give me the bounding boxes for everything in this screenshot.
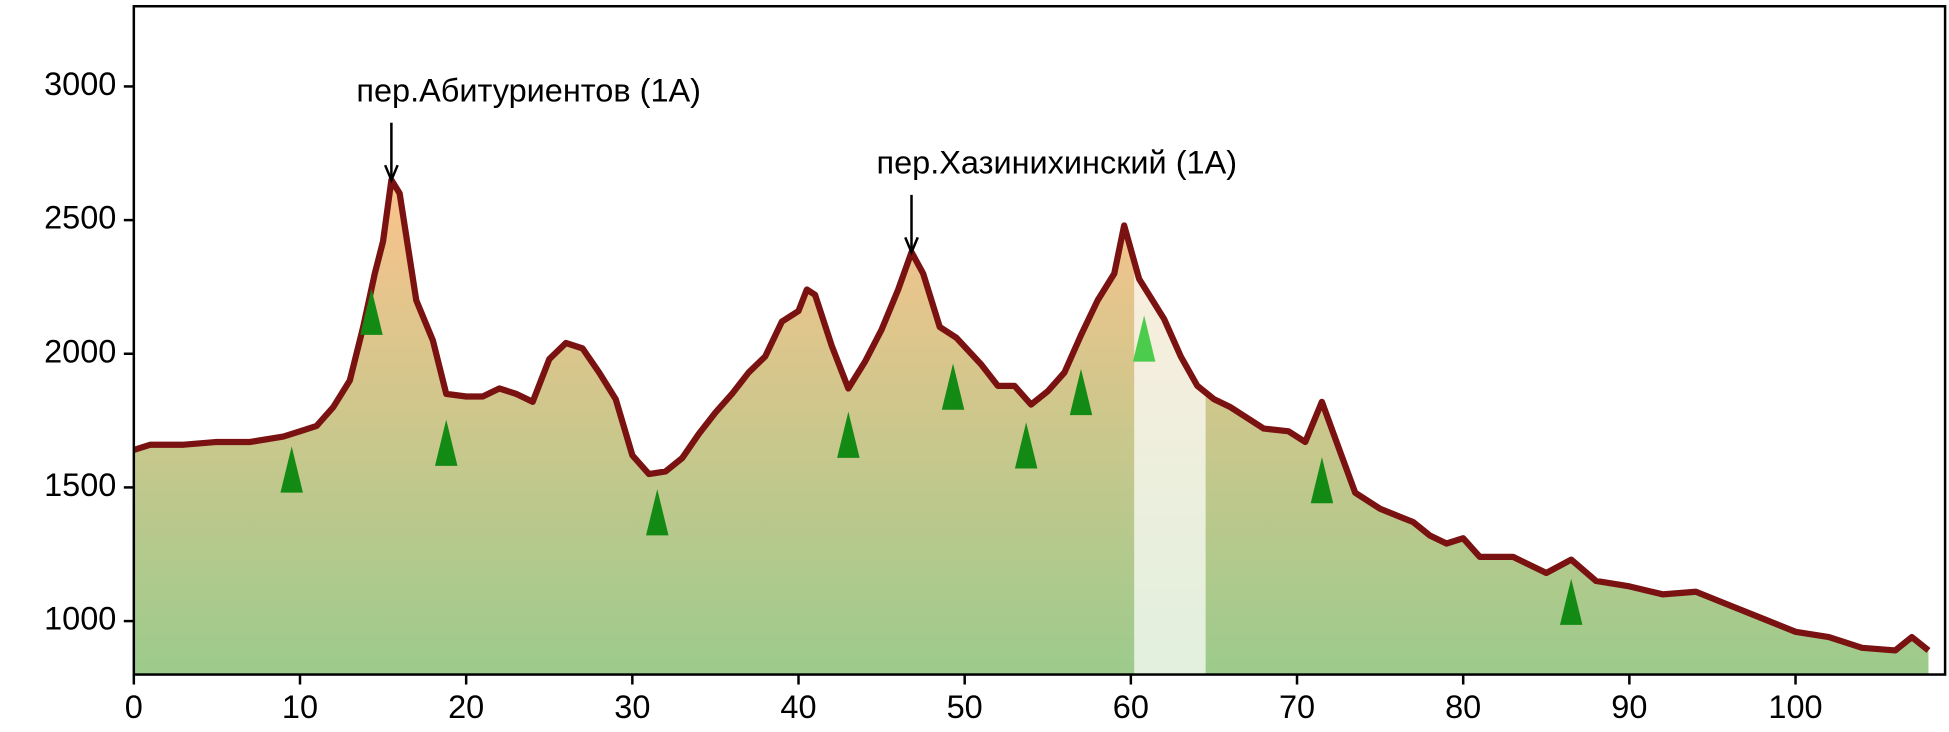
x-tick-label: 70 [1279,689,1315,725]
x-tick-label: 60 [1113,689,1149,725]
y-tick-label: 2000 [44,333,116,369]
annotation: пер.Хазинихинский (1А) [877,144,1238,180]
peak-marker [360,288,383,335]
peak-marker [1559,578,1583,625]
x-tick-label: 40 [780,689,816,725]
x-tick-label: 30 [614,689,650,725]
peak-marker [1014,422,1038,469]
y-tick-label: 3000 [44,66,116,102]
peak-marker [280,446,303,493]
x-tick-label: 100 [1768,689,1822,725]
peak-marker [1132,315,1156,362]
peak-marker [1310,457,1334,504]
peak-marker [646,489,669,536]
x-tick-label: 10 [282,689,318,725]
y-tick-label: 1500 [44,467,116,503]
peak-marker [837,411,860,458]
area [133,180,1929,675]
x-tick-label: 20 [448,689,484,725]
plot-frame [132,4,1947,676]
annotation-arrowhead [383,164,399,184]
peak-marker [941,363,965,410]
x-tick-label: 90 [1611,689,1647,725]
peak-marker [1069,368,1093,416]
annotation: пер.Абитуриентов (1А) [356,72,701,108]
x-tick-label: 80 [1445,689,1481,725]
peak-marker [434,419,458,466]
y-tick-label: 1000 [44,601,116,637]
x-tick-label: 0 [125,689,143,725]
x-tick-label: 50 [947,689,983,725]
y-tick-label: 2500 [44,200,116,236]
annotation-arrowhead [904,236,919,256]
